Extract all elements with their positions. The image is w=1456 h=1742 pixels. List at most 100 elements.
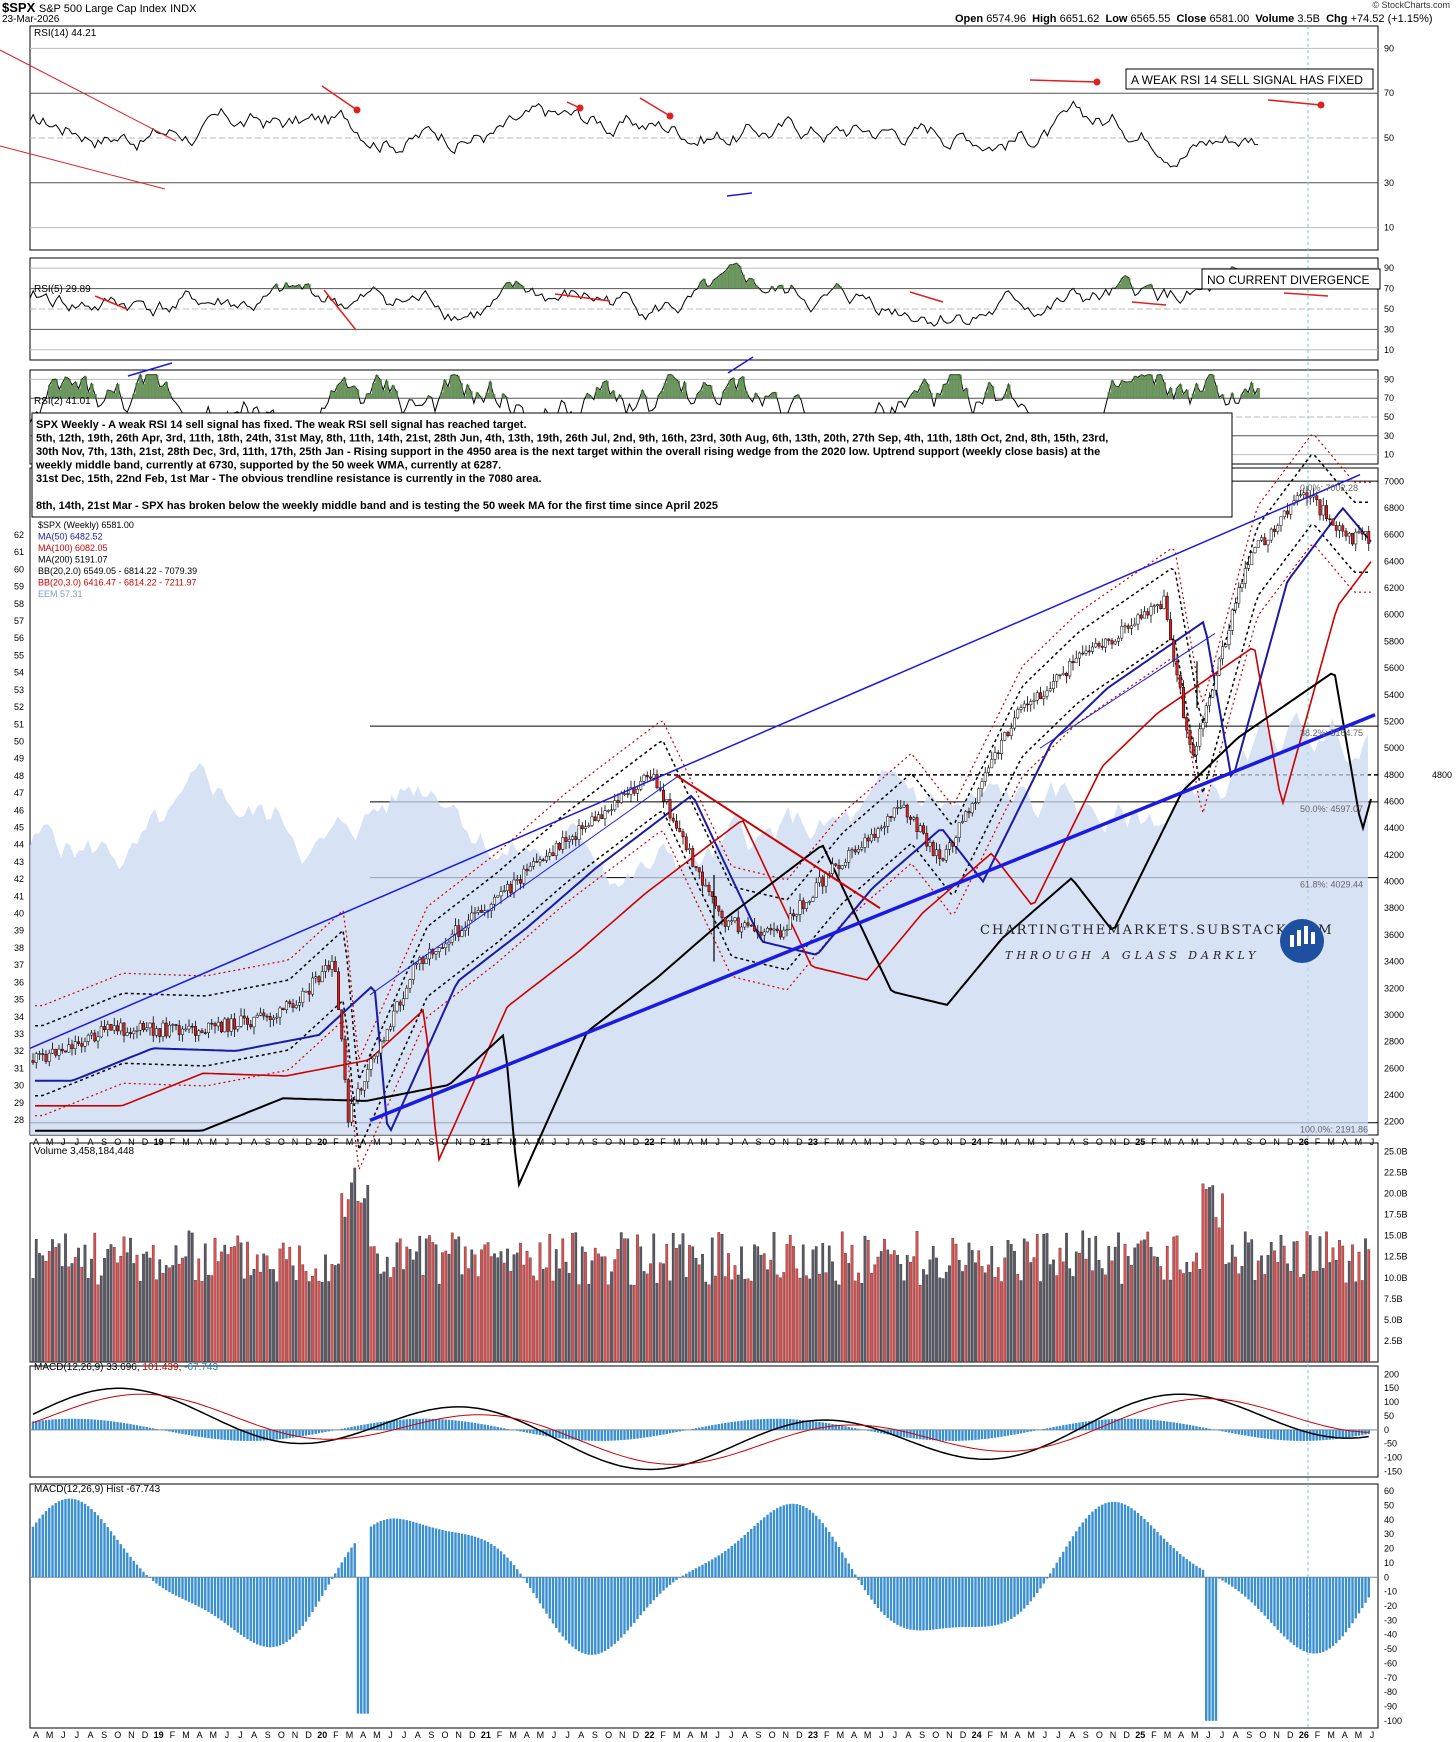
volume-bar	[798, 1277, 802, 1363]
macd-hist-bar	[126, 1423, 129, 1430]
x-axis-label: A	[851, 1730, 857, 1740]
rsi2-overbought-fill	[1204, 380, 1209, 399]
x-axis-label: M	[1027, 1730, 1035, 1740]
rsi2-overbought-fill	[712, 396, 716, 399]
macd-hist-bar	[1052, 1427, 1055, 1430]
candle	[935, 849, 938, 856]
hist-bar	[67, 1498, 70, 1578]
macd-hist-bar	[1201, 1427, 1205, 1430]
volume-bar	[1091, 1270, 1094, 1363]
candle	[70, 1044, 74, 1049]
rsi2-overbought-fill	[611, 390, 616, 399]
candle	[681, 831, 685, 838]
rsi2-overbought-fill	[1256, 388, 1260, 399]
candle	[307, 990, 311, 995]
hist-bar	[308, 1577, 311, 1617]
candle	[1026, 703, 1029, 706]
macd-hist-bar	[717, 1424, 720, 1430]
hist-bar	[1179, 1553, 1182, 1578]
hist-bar	[252, 1577, 256, 1643]
macd-hist-bar	[1195, 1426, 1198, 1430]
macd-hist-bar	[499, 1427, 503, 1430]
x-axis-label: M	[346, 1137, 354, 1147]
volume-bar	[44, 1261, 48, 1363]
hist-bar	[1309, 1577, 1312, 1654]
hist-bar	[584, 1577, 587, 1655]
candle	[93, 1032, 97, 1042]
candle	[1282, 510, 1286, 517]
candle	[317, 976, 321, 983]
volume-bar	[1136, 1243, 1140, 1363]
candle	[860, 847, 864, 850]
eem-tick-label: 48	[14, 771, 24, 781]
rsi2-overbought-fill	[141, 383, 146, 399]
macd-hist-bar	[1120, 1418, 1123, 1430]
rsi14-box-text: A WEAK RSI 14 SELL SIGNAL HAS FIXED	[1131, 73, 1363, 87]
rsi5-tick-label: 50	[1384, 304, 1394, 314]
volume-bar	[187, 1230, 191, 1363]
eem-tick-label: 34	[14, 1012, 24, 1022]
rsi2-overbought-fill	[935, 393, 940, 399]
rsi2-overbought-fill	[695, 393, 700, 399]
volume-bar	[385, 1256, 389, 1363]
hist-bar	[467, 1534, 470, 1578]
macd-hist-bar	[457, 1420, 460, 1430]
macd-hist-bar	[1049, 1427, 1052, 1430]
rsi2-overbought-fill	[929, 392, 933, 399]
macd-hist-bar	[1205, 1428, 1208, 1430]
candle	[1110, 640, 1114, 645]
macd-hist-bar	[425, 1418, 428, 1430]
x-axis-label: A	[360, 1137, 366, 1147]
rsi2-overbought-fill	[456, 375, 460, 399]
macd-hist-bar	[889, 1429, 893, 1436]
candle	[148, 1022, 152, 1029]
candle	[772, 928, 776, 931]
macd-hist-bar	[1019, 1429, 1023, 1434]
candle	[1029, 701, 1033, 705]
macd-hist-bar	[841, 1425, 844, 1430]
candle	[1185, 717, 1189, 731]
volume-bar	[220, 1251, 223, 1363]
rsi2-overbought-fill	[663, 382, 668, 399]
macd-hist-bar	[795, 1419, 798, 1430]
macd-hist-bar	[1253, 1429, 1257, 1438]
rsi14-tick-label: 90	[1384, 43, 1394, 53]
rsi2-tick-label: 50	[1384, 412, 1394, 422]
price-tick-label: 2600	[1384, 1063, 1404, 1073]
rsi2-overbought-fill	[54, 379, 58, 399]
macd-hist-bar	[395, 1420, 399, 1430]
candle	[392, 1010, 396, 1028]
candle	[424, 958, 428, 964]
volume-bar	[1107, 1246, 1111, 1363]
macd-hist-bar	[1182, 1423, 1185, 1430]
rsi2-overbought-fill	[747, 397, 752, 399]
candle	[993, 752, 997, 760]
x-axis-label: F	[1151, 1137, 1157, 1147]
volume-bar	[551, 1280, 555, 1363]
hist-bar	[350, 1547, 353, 1578]
volume-bar	[499, 1251, 503, 1363]
rsi2-overbought-fill	[167, 392, 172, 399]
x-axis-label: M	[1327, 1730, 1335, 1740]
eem-tick-label: 55	[14, 650, 24, 660]
candle	[57, 1048, 61, 1056]
x-axis-label: D	[1123, 1137, 1130, 1147]
macd-hist-bar	[1292, 1429, 1296, 1441]
volume-bar	[759, 1254, 763, 1363]
macd-hist-bar	[1357, 1429, 1361, 1436]
volume-bar	[80, 1266, 84, 1363]
candle	[1139, 614, 1143, 619]
volume-bar	[1094, 1236, 1098, 1363]
volume-bar	[1305, 1231, 1309, 1363]
hist-bar	[1214, 1577, 1218, 1721]
macd-hist-bar	[1075, 1423, 1078, 1430]
hist-bar	[220, 1577, 223, 1621]
candle	[77, 1041, 80, 1044]
hist-bar	[1244, 1577, 1247, 1597]
volume-bar	[1097, 1259, 1101, 1363]
candle	[1273, 528, 1276, 532]
x-axis-label: 26	[1299, 1730, 1309, 1740]
volume-bar	[51, 1239, 54, 1363]
x-axis-label: A	[1233, 1137, 1239, 1147]
candle	[831, 863, 834, 874]
